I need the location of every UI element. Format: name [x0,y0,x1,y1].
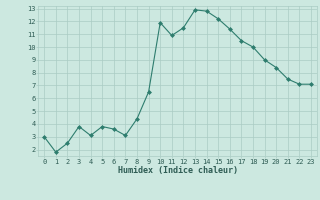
X-axis label: Humidex (Indice chaleur): Humidex (Indice chaleur) [118,166,238,175]
